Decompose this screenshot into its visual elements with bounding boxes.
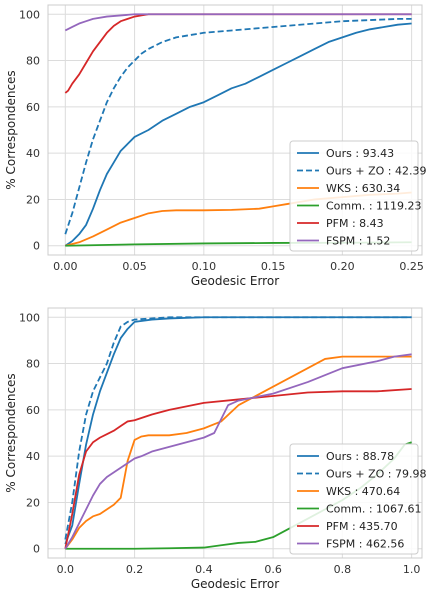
x-axis-label: Geodesic Error bbox=[191, 577, 279, 591]
legend-label: Ours : 88.78 bbox=[326, 450, 394, 463]
y-tick-label: 80 bbox=[26, 358, 40, 371]
y-tick-label: 80 bbox=[26, 55, 40, 68]
series-line bbox=[64, 22, 412, 247]
y-tick-label: 60 bbox=[26, 404, 40, 417]
y-tick-label: 0 bbox=[33, 240, 40, 253]
legend-box bbox=[289, 140, 419, 252]
x-tick-label: 0.05 bbox=[122, 260, 147, 273]
x-tick-label: 0.20 bbox=[330, 260, 355, 273]
legend-label: Ours + ZO : 42.39 bbox=[326, 165, 426, 178]
chart-2: 0.0 0.2 0.4 0.6 0.8 1.0 0 20 40 60 80 100 Geodesic E… bbox=[4, 307, 426, 591]
chart-1: 0.00 0.05 0.10 0.15 0.20 0.25 0 20 40 60 80 100 Geod… bbox=[4, 4, 426, 288]
x-axis-label: Geodesic Error bbox=[191, 274, 279, 288]
y-tick-label: 40 bbox=[26, 147, 40, 160]
legend-label: PFM : 435.70 bbox=[326, 520, 398, 533]
series-line bbox=[64, 316, 412, 540]
legend-label: Comm. : 1067.61 bbox=[326, 503, 422, 516]
x-tick-label: 0.2 bbox=[126, 563, 144, 576]
y-axis-label: % Correspondences bbox=[4, 70, 18, 189]
legend-label: FSPM : 462.56 bbox=[326, 538, 404, 551]
legend: Ours : 93.43 Ours + ZO : 42.39 WKS : 630.3… bbox=[289, 140, 426, 252]
series-line bbox=[64, 13, 412, 32]
y-tick-label: 100 bbox=[19, 8, 40, 21]
plot-frame bbox=[47, 307, 423, 559]
x-tick-label: 0.25 bbox=[399, 260, 424, 273]
y-tick-label: 0 bbox=[33, 543, 40, 556]
series-line bbox=[64, 355, 412, 550]
legend-label: WKS : 630.34 bbox=[326, 182, 400, 195]
y-axis-label: % Correspondences bbox=[4, 373, 18, 492]
series-line bbox=[64, 353, 412, 550]
legend-label: FSPM : 1.52 bbox=[326, 235, 390, 248]
legend-box bbox=[289, 443, 419, 555]
plot-frame bbox=[47, 4, 423, 256]
y-tick-label: 20 bbox=[26, 496, 40, 509]
series-line bbox=[64, 388, 412, 549]
x-tick-label: 0.0 bbox=[57, 563, 75, 576]
x-tick-label: 0.15 bbox=[261, 260, 286, 273]
x-tick-label: 0.8 bbox=[334, 563, 352, 576]
legend-label: PFM : 8.43 bbox=[326, 217, 384, 230]
legend-label: Comm. : 1119.23 bbox=[326, 200, 422, 213]
legend: Ours : 88.78 Ours + ZO : 79.98 WKS : 470.6… bbox=[289, 443, 426, 555]
y-tick-label: 20 bbox=[26, 193, 40, 206]
x-tick-label: 0.6 bbox=[264, 563, 282, 576]
y-tick-label: 100 bbox=[19, 311, 40, 324]
legend-label: Ours : 93.43 bbox=[326, 147, 394, 160]
x-tick-label: 0.00 bbox=[53, 260, 78, 273]
x-tick-label: 0.10 bbox=[192, 260, 217, 273]
legend-label: Ours + ZO : 79.98 bbox=[326, 468, 426, 481]
legend-label: WKS : 470.64 bbox=[326, 485, 400, 498]
y-tick-label: 40 bbox=[26, 450, 40, 463]
series-line bbox=[64, 13, 412, 94]
x-tick-label: 1.0 bbox=[403, 563, 421, 576]
y-tick-label: 60 bbox=[26, 101, 40, 114]
x-tick-label: 0.4 bbox=[195, 563, 213, 576]
